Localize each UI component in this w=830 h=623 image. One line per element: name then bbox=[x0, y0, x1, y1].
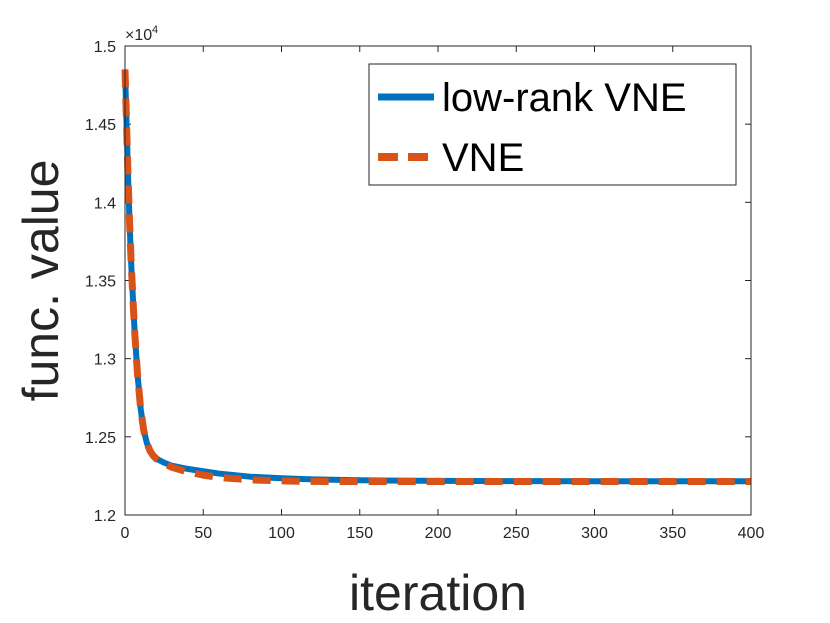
y-tick-label: 1.3 bbox=[94, 352, 116, 369]
axes-frame bbox=[124, 45, 752, 516]
y-tick-label: 1.25 bbox=[85, 430, 116, 447]
x-tick-label: 200 bbox=[425, 525, 452, 542]
y-tick-label: 1.35 bbox=[85, 274, 116, 291]
y-scale-multiplier: ×10 bbox=[125, 27, 152, 44]
x-tick-label: 150 bbox=[346, 525, 373, 542]
series-layer bbox=[121, 69, 751, 486]
series-line-vne bbox=[121, 69, 751, 486]
legend: low-rank VNE VNE bbox=[368, 63, 737, 186]
x-tick-label: 400 bbox=[738, 525, 765, 542]
legend-label-low-rank-vne: low-rank VNE bbox=[442, 76, 687, 120]
x-tick-label: 250 bbox=[503, 525, 530, 542]
y-tick-label: 1.5 bbox=[94, 39, 116, 56]
x-tick-label: 0 bbox=[121, 525, 130, 542]
x-tick-label: 350 bbox=[659, 525, 686, 542]
legend-label-vne: VNE bbox=[442, 136, 524, 180]
label-layer: 0 50 100 150 200 250 300 350 400 1.2 1.25 1.3 1.35 1.… bbox=[85, 39, 765, 542]
y-tick-label: 1.45 bbox=[85, 117, 116, 134]
y-tick-label: 1.2 bbox=[94, 508, 116, 525]
y-scale-exponent: 4 bbox=[152, 24, 158, 36]
y-tick-label: 1.4 bbox=[94, 195, 116, 212]
legend-box bbox=[368, 63, 737, 186]
x-tick-label: 300 bbox=[581, 525, 608, 542]
y-axis-title: func. value bbox=[13, 160, 69, 402]
x-tick-label: 100 bbox=[268, 525, 295, 542]
x-tick-label: 50 bbox=[194, 525, 212, 542]
x-axis-title: iteration bbox=[349, 565, 527, 621]
